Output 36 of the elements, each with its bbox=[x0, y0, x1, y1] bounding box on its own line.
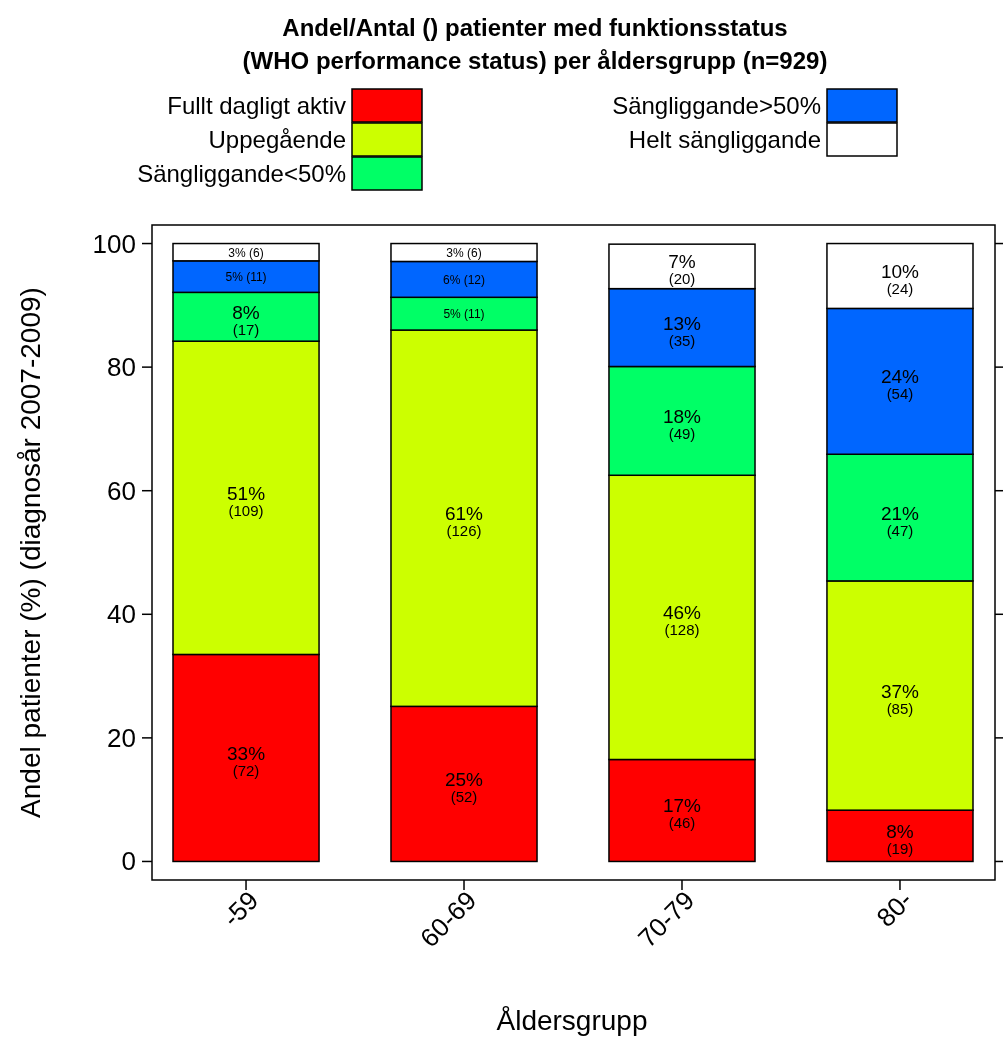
y-tick-label: 20 bbox=[107, 722, 136, 753]
data-label: 46% (128) bbox=[662, 602, 702, 639]
data-label: 37% (85) bbox=[880, 680, 920, 717]
y-tick-label: 80 bbox=[107, 352, 136, 383]
y-tick-label: 0 bbox=[121, 846, 136, 877]
data-label: 61% (126) bbox=[444, 503, 484, 540]
legend-label: Uppegående bbox=[208, 126, 346, 153]
y-tick-label: 60 bbox=[107, 475, 136, 506]
data-label: 3% (6) bbox=[228, 245, 264, 260]
data-label: 8% (17) bbox=[232, 301, 260, 338]
data-label: 33% (72) bbox=[227, 742, 266, 779]
legend-label: Sängliggande<50% bbox=[137, 160, 346, 187]
data-label: 18% (49) bbox=[662, 405, 702, 442]
data-label: 8% (19) bbox=[886, 820, 914, 857]
x-tick-label: -59 bbox=[216, 885, 265, 933]
data-label: 25% (52) bbox=[444, 768, 484, 805]
data-label: 5% (11) bbox=[225, 270, 267, 285]
y-tick-label: 100 bbox=[92, 228, 136, 259]
data-label: 51% (109) bbox=[227, 482, 266, 519]
data-label: 21% (47) bbox=[880, 502, 920, 539]
y-tick-label: 40 bbox=[107, 599, 136, 630]
data-label: 17% (46) bbox=[662, 795, 702, 832]
x-tick-label: 80- bbox=[870, 885, 919, 933]
x-axis-title: Åldersgrupp bbox=[496, 1005, 648, 1036]
data-label: 3% (6) bbox=[446, 246, 482, 260]
data-label: 6% (12) bbox=[442, 272, 486, 287]
chart-title: Andel/Antal () patienter med funktionsstatus (WHO performance status) per åldersgrupp (n=929) bbox=[242, 14, 828, 74]
data-label: 24% (54) bbox=[880, 366, 920, 403]
legend-label: Sängliggande>50% bbox=[612, 92, 821, 119]
data-label: 7% (20) bbox=[668, 251, 696, 288]
data-label: 5% (11) bbox=[443, 307, 485, 322]
data-label: 10% (24) bbox=[880, 260, 920, 297]
data-label: 13% (35) bbox=[662, 312, 702, 349]
y-axis-title: Andel patienter (%) (diagnosår 2007-2009) bbox=[15, 287, 46, 818]
legend-label: Helt sängliggande bbox=[628, 126, 821, 153]
legend-label: Fullt dagligt aktiv bbox=[167, 92, 346, 119]
